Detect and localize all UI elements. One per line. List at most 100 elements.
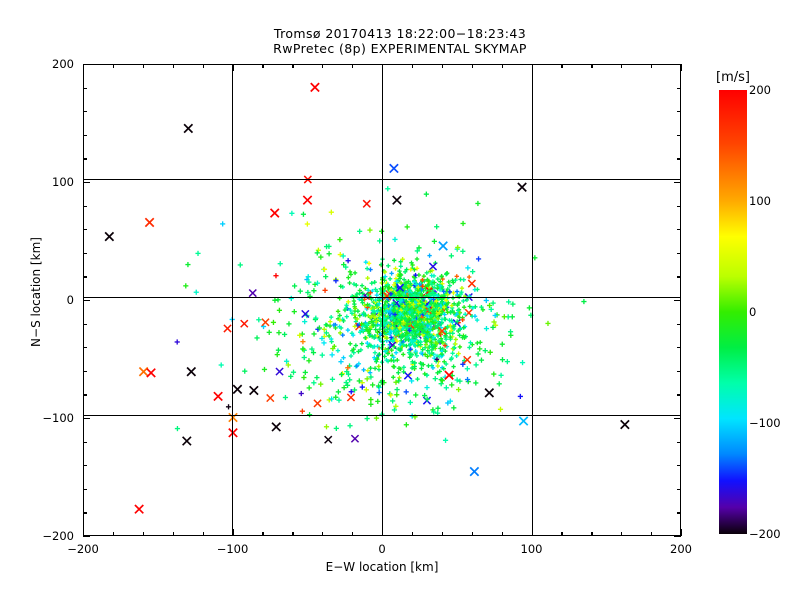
colorbar-label-1: 100 [749, 194, 771, 208]
data-point [415, 340, 421, 345]
data-point [475, 351, 481, 357]
data-point [301, 354, 307, 361]
data-point [436, 323, 441, 328]
data-point [413, 392, 419, 398]
data-point [382, 274, 388, 279]
data-point [383, 304, 388, 310]
data-point [425, 323, 431, 329]
y-tick [83, 488, 87, 491]
data-point [359, 298, 365, 303]
data-point [401, 303, 406, 308]
x-tick [411, 64, 414, 68]
data-point [421, 362, 426, 367]
data-point [403, 422, 409, 428]
data-point [447, 289, 452, 295]
data-point-outlier [266, 393, 275, 403]
data-point [397, 276, 403, 281]
data-point [359, 321, 364, 327]
data-point [309, 346, 315, 352]
data-point [581, 298, 587, 305]
data-point [427, 269, 433, 274]
data-point [373, 327, 378, 332]
data-point [377, 335, 382, 341]
y-tick [83, 465, 87, 467]
data-point [432, 344, 438, 349]
x-tick [112, 64, 115, 68]
data-point [414, 256, 420, 262]
data-point [450, 351, 455, 356]
data-point [304, 221, 310, 227]
data-point [415, 376, 420, 382]
data-point [417, 321, 423, 326]
x-tick [352, 64, 354, 68]
data-point [374, 289, 380, 294]
x-tick [262, 532, 264, 536]
data-point [439, 273, 444, 279]
data-point [545, 320, 551, 327]
data-point [490, 300, 496, 306]
data-point [353, 306, 358, 311]
data-point [491, 319, 497, 325]
data-point [348, 389, 354, 395]
data-point [374, 319, 379, 325]
data-point [356, 361, 362, 366]
x-tick [621, 532, 623, 536]
data-point [256, 317, 262, 323]
data-point [354, 363, 360, 369]
data-point [449, 328, 454, 334]
x-tick [441, 64, 444, 68]
data-point [389, 271, 394, 276]
data-point [391, 375, 396, 380]
figure-title: Tromsø 20170413 18:22:00−18:23:43 RwPret… [0, 26, 800, 56]
data-point [368, 374, 374, 380]
data-point [419, 287, 424, 292]
data-point [347, 280, 352, 286]
data-point [276, 330, 282, 336]
y-tick [674, 182, 681, 184]
data-point [389, 347, 394, 353]
data-point [318, 381, 324, 387]
x-tick [651, 64, 653, 68]
data-point [410, 359, 415, 364]
data-point-outlier [362, 199, 371, 208]
data-point [412, 267, 417, 272]
data-point [387, 309, 393, 315]
data-point [360, 328, 366, 333]
data-point [424, 396, 430, 402]
data-point [440, 299, 445, 304]
data-point [356, 378, 362, 384]
data-point [376, 364, 381, 369]
data-point [412, 360, 417, 366]
data-point [435, 276, 441, 282]
data-point [409, 352, 415, 357]
data-point [453, 277, 458, 283]
data-point-outlier [428, 262, 438, 271]
data-point [406, 283, 412, 289]
data-point [326, 333, 332, 339]
data-point [345, 327, 351, 333]
data-point [398, 259, 403, 264]
data-point [473, 362, 479, 368]
data-point [362, 303, 367, 308]
data-point [424, 270, 430, 275]
y-tick [677, 370, 681, 373]
x-tick-label-1: −100 [216, 542, 249, 556]
y-tick [677, 134, 681, 137]
data-point [449, 382, 455, 388]
data-point [491, 371, 497, 377]
y-tick [83, 252, 87, 255]
data-point [496, 381, 502, 387]
x-tick-label-4: 200 [670, 542, 692, 556]
data-point [517, 393, 523, 400]
x-tick [292, 532, 294, 536]
data-point-outlier [104, 231, 115, 242]
data-point [359, 341, 365, 346]
data-point [432, 376, 438, 382]
x-tick [232, 64, 234, 71]
data-point [510, 301, 516, 307]
data-point [288, 295, 294, 302]
data-point [364, 376, 370, 382]
y-tick [83, 536, 90, 538]
x-tick [322, 532, 324, 536]
